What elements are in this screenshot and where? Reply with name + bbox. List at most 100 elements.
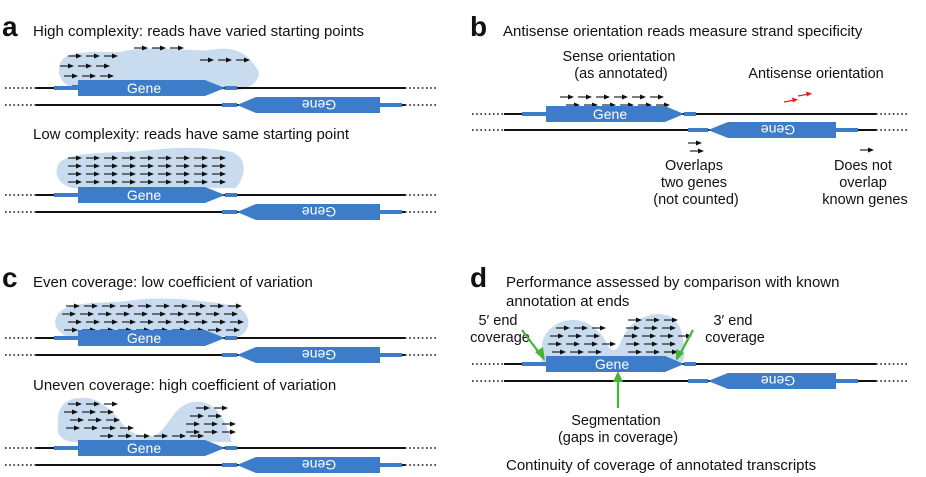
overlaps-two-genes-label: Overlaps two genes (not counted) (653, 158, 738, 208)
read-arrowhead (594, 333, 600, 339)
read-arrowhead (92, 425, 98, 431)
read-arrowhead (166, 171, 172, 177)
panel-c-bottom-caption: Uneven coverage: high coefficient of var… (33, 377, 336, 394)
read-arrowhead (106, 311, 112, 317)
read-arrowhead (578, 349, 584, 355)
panel-d-caption: Performance assessed by comparison with … (506, 274, 844, 310)
read-arrowhead (622, 94, 628, 100)
read-arrowhead (148, 155, 154, 161)
read-arrowhead (230, 421, 236, 427)
read-arrowhead (652, 341, 658, 347)
read-arrowhead (234, 327, 240, 333)
gene-label: Gene (593, 106, 627, 122)
read-arrowhead (126, 433, 132, 439)
forward-gene-arrow: Gene (54, 330, 237, 346)
panel-a-bottom-caption: Low complexity: reads have same starting… (33, 126, 350, 143)
read-arrowhead (70, 311, 76, 317)
read-arrowhead (640, 94, 646, 100)
read-arrowhead (200, 303, 206, 309)
read-arrowhead (212, 429, 218, 435)
five-prime-pointer-arrow (521, 329, 545, 361)
does-not-overlap-label: Does not overlap known genes (822, 158, 907, 208)
read-arrowhead (108, 409, 114, 415)
read-arrowhead (220, 163, 226, 169)
gene-label-reversed: Gene (761, 373, 795, 389)
read-arrowhead (654, 349, 660, 355)
read-arrowhead (160, 311, 166, 317)
reverse-gene-arrow: Gene (222, 204, 402, 220)
read-arrowhead (218, 303, 224, 309)
sense-reads (548, 317, 692, 355)
read-arrowhead (110, 425, 116, 431)
panel-b-letter: b (470, 11, 487, 42)
gene-label: Gene (595, 356, 629, 372)
read-arrowhead (96, 417, 102, 423)
read-arrowhead (564, 325, 570, 331)
read-arrowhead (574, 341, 580, 347)
read-arrowhead (220, 171, 226, 177)
read-arrowhead (202, 171, 208, 177)
read-arrowhead (636, 349, 642, 355)
read-arrowhead (194, 429, 200, 435)
read-arrowhead (76, 179, 82, 185)
read-arrowhead (672, 349, 678, 355)
read-arrowhead (184, 155, 190, 161)
read-arrowhead (72, 73, 78, 79)
five-prime-coverage-label: 5′ end coverage (470, 313, 530, 346)
read-arrowhead (204, 405, 210, 411)
panel-a-letter: a (2, 11, 18, 42)
gene-label-reversed: Gene (302, 204, 336, 220)
read-arrowhead (592, 341, 598, 347)
gene-label-reversed: Gene (302, 347, 336, 363)
read-arrowhead (94, 53, 100, 59)
read-arrowhead (94, 155, 100, 161)
read-arrowhead (114, 417, 120, 423)
read-arrowhead (164, 303, 170, 309)
read-arrowhead (582, 325, 588, 331)
read-arrowhead (202, 179, 208, 185)
read-arrowhead (148, 319, 154, 325)
read-arrowhead (162, 433, 168, 439)
read-arrowhead (652, 325, 658, 331)
read-arrowhead (220, 319, 226, 325)
panel-c: c Even coverage: low coefficient of vari… (2, 262, 438, 473)
read-arrowhead (202, 163, 208, 169)
read-arrowhead (128, 303, 134, 309)
read-arrowhead (634, 341, 640, 347)
read-arrowhead (576, 333, 582, 339)
read-arrowhead (610, 341, 616, 347)
read-arrowhead (76, 319, 82, 325)
read-arrowhead (212, 421, 218, 427)
gene-label: Gene (127, 80, 161, 96)
read-arrowhead (104, 63, 110, 69)
read-arrowhead (142, 45, 148, 51)
read-arrowhead (184, 319, 190, 325)
read-arrowhead (216, 327, 222, 333)
read-arrowhead (658, 94, 664, 100)
read-arrowhead (194, 421, 200, 427)
read-arrowhead (92, 303, 98, 309)
read-arrowhead (76, 171, 82, 177)
antisense-reads (783, 91, 812, 103)
read-arrowhead (76, 401, 82, 407)
antisense-orientation-label: Antisense orientation (748, 66, 883, 82)
panel-d-bottom-caption: Continuity of coverage of annotated tran… (506, 457, 816, 474)
read-arrowhead (112, 171, 118, 177)
read-arrowhead (112, 401, 118, 407)
read-arrowhead (146, 303, 152, 309)
forward-gene-arrow: Gene (54, 80, 237, 96)
read-arrowhead (90, 73, 96, 79)
read-arrowhead (556, 341, 562, 347)
read-arrowhead (178, 311, 184, 317)
read-arrowhead (230, 429, 236, 435)
segmentation-label: Segmentation (gaps in coverage) (558, 413, 678, 446)
read-arrowhead (654, 317, 660, 323)
read-arrowhead (220, 155, 226, 161)
read-arrowhead (112, 53, 118, 59)
forward-gene-arrow: Gene (522, 106, 696, 122)
intergenic-read (860, 147, 874, 153)
sense-reads (68, 155, 226, 185)
read-arrowhead (198, 413, 204, 419)
read-arrowhead (650, 333, 656, 339)
